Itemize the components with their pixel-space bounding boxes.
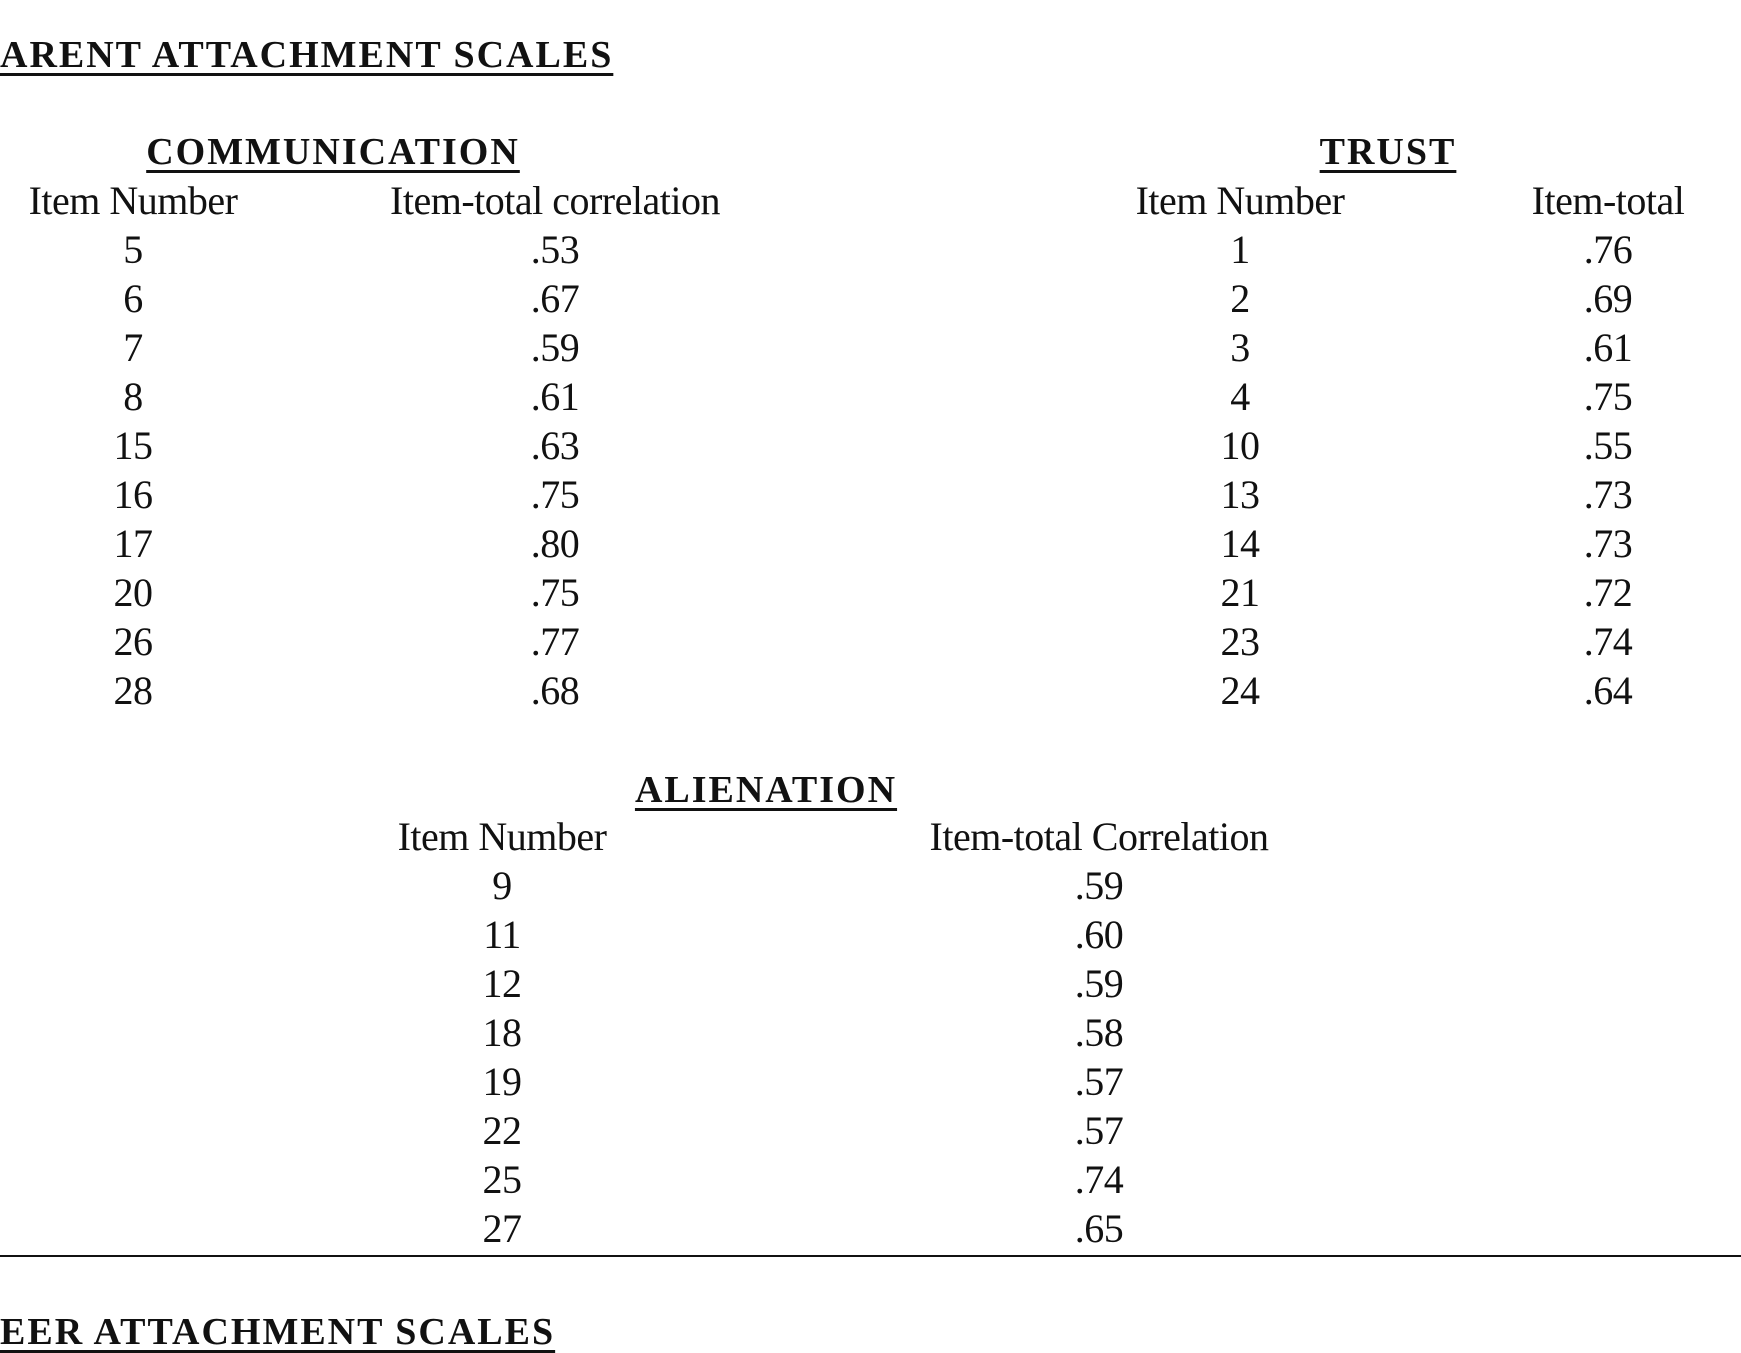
item-correlation: .58	[1074, 1010, 1124, 1055]
item-number: 25	[482, 1157, 523, 1202]
item-number: 5	[123, 227, 143, 272]
item-correlation: .57	[1074, 1108, 1124, 1153]
item-number: 22	[482, 1108, 523, 1153]
table-title: TRUST	[1319, 131, 1457, 173]
item-correlation: .74	[1583, 619, 1633, 664]
item-number: 16	[113, 472, 154, 517]
column-header: Item-total correlation	[390, 178, 720, 223]
item-correlation: .67	[530, 276, 580, 321]
item-correlation: .57	[1074, 1059, 1124, 1104]
item-correlation: .76	[1583, 227, 1633, 272]
item-correlation: .61	[1583, 325, 1633, 370]
section-title: EER ATTACHMENT SCALES	[0, 1311, 556, 1353]
item-correlation: .68	[530, 668, 580, 713]
item-correlation: .75	[1583, 374, 1633, 419]
item-correlation: .73	[1583, 472, 1633, 517]
item-correlation: .61	[530, 374, 580, 419]
item-number: 2	[1230, 276, 1250, 321]
item-number: 3	[1230, 325, 1250, 370]
item-number: 17	[113, 521, 154, 566]
item-number: 21	[1220, 570, 1261, 615]
item-number: 18	[482, 1010, 523, 1055]
item-correlation: .73	[1583, 521, 1633, 566]
item-correlation: .75	[530, 570, 580, 615]
column-header: Item Number	[1135, 178, 1345, 223]
item-correlation: .53	[530, 227, 580, 272]
item-correlation: .72	[1583, 570, 1633, 615]
item-correlation: .77	[530, 619, 580, 664]
item-number: 11	[483, 912, 521, 957]
item-correlation: .60	[1074, 912, 1124, 957]
column-header: Item-total Correlation	[929, 814, 1269, 859]
separator	[0, 1255, 1741, 1257]
item-correlation: .75	[530, 472, 580, 517]
section-title: ARENT ATTACHMENT SCALES	[0, 34, 614, 76]
item-number: 1	[1230, 227, 1250, 272]
item-number: 26	[113, 619, 154, 664]
item-number: 20	[113, 570, 154, 615]
item-number: 8	[123, 374, 143, 419]
column-header: Item Number	[28, 178, 238, 223]
item-number: 23	[1220, 619, 1261, 664]
item-correlation: .69	[1583, 276, 1633, 321]
item-correlation: .64	[1583, 668, 1633, 713]
item-number: 6	[123, 276, 143, 321]
item-number: 24	[1220, 668, 1261, 713]
table-title: ALIENATION	[634, 769, 898, 811]
item-number: 15	[113, 423, 154, 468]
item-number: 12	[482, 961, 523, 1006]
item-number: 7	[123, 325, 143, 370]
item-correlation: .65	[1074, 1206, 1124, 1251]
item-correlation: .63	[530, 423, 580, 468]
item-number: 28	[113, 668, 154, 713]
item-number: 19	[482, 1059, 523, 1104]
item-correlation: .74	[1074, 1157, 1124, 1202]
item-number: 14	[1220, 521, 1261, 566]
item-number: 9	[492, 863, 512, 908]
item-correlation: .59	[1074, 961, 1124, 1006]
item-number: 10	[1220, 423, 1261, 468]
item-correlation: .55	[1583, 423, 1633, 468]
item-correlation: .80	[530, 521, 580, 566]
table-title: COMMUNICATION	[146, 131, 520, 173]
item-correlation: .59	[1074, 863, 1124, 908]
item-number: 13	[1220, 472, 1261, 517]
item-correlation: .59	[530, 325, 580, 370]
item-number: 27	[482, 1206, 523, 1251]
item-number: 4	[1230, 374, 1250, 419]
column-header: Item-total	[1531, 178, 1685, 223]
column-header: Item Number	[397, 814, 607, 859]
